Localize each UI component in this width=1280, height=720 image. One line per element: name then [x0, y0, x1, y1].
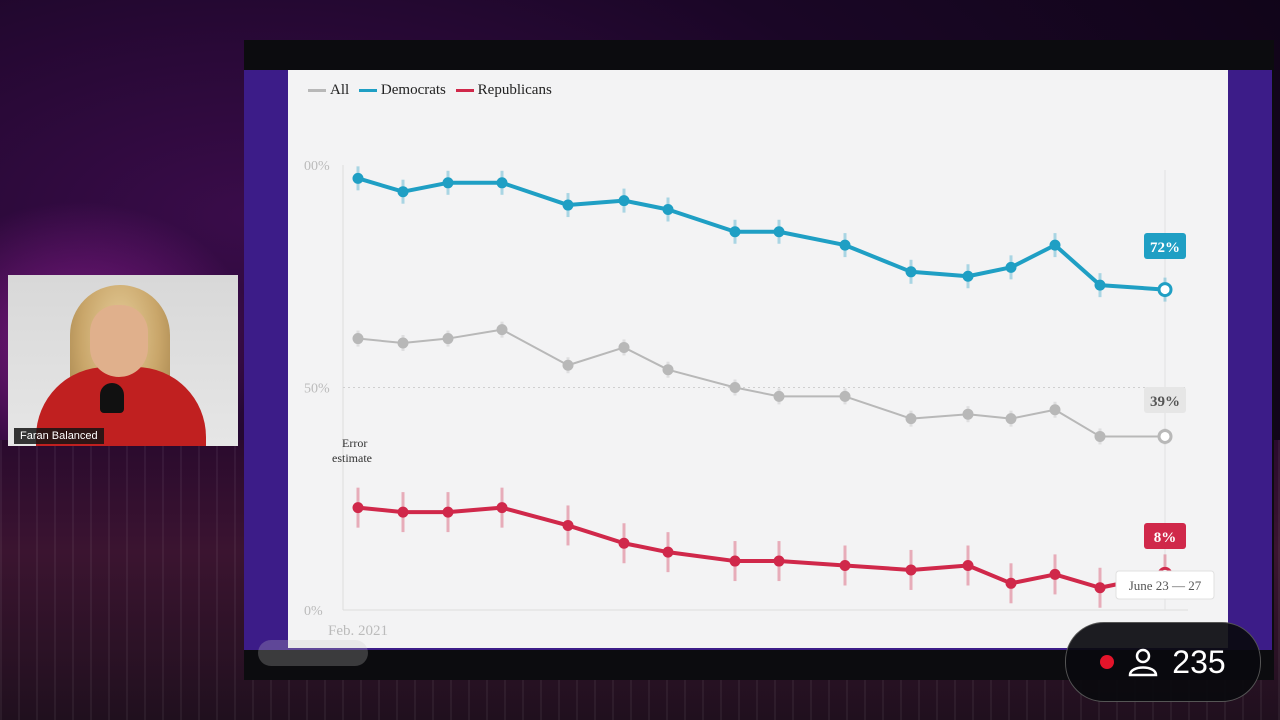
- series-line-republicans: [357, 505, 1166, 590]
- data-point-all: [1005, 413, 1017, 425]
- data-point-republicans: [729, 555, 741, 567]
- data-point-democrats: [562, 199, 574, 211]
- end-label-democrats-box: [1144, 233, 1186, 259]
- data-point-all: [773, 390, 785, 402]
- data-point-all: [905, 413, 917, 425]
- viewer-count-badge: 235: [1065, 622, 1261, 702]
- y-tick-label: 00%: [304, 159, 330, 174]
- legend-item-democrats: Democrats: [358, 82, 446, 99]
- series-line-all: [357, 328, 1165, 438]
- viewer-count: 235: [1172, 643, 1226, 680]
- data-point-republicans: [1005, 577, 1017, 589]
- data-point-republicans: [562, 519, 574, 531]
- data-point-republicans: [352, 502, 364, 514]
- presenter-name-tag: Faran Balanced: [14, 428, 104, 444]
- legend-item-republicans: Republicans: [455, 82, 552, 99]
- data-point-republicans: [618, 537, 630, 549]
- end-label-all-box: [1144, 387, 1186, 413]
- chart-legend: All Democrats Republicans: [308, 82, 558, 99]
- data-point-democrats: [1005, 261, 1017, 273]
- y-tick-label: 0%: [304, 604, 323, 619]
- data-point-all: [397, 337, 409, 349]
- presenter-face: [90, 305, 148, 377]
- data-point-democrats: [962, 270, 974, 282]
- end-label-republicans: 8%: [1154, 530, 1177, 546]
- data-point-democrats: [1094, 279, 1106, 291]
- microphone-icon: [100, 383, 124, 413]
- data-point-democrats: [397, 186, 409, 198]
- data-point-democrats: [1157, 282, 1173, 298]
- user-icon: [1129, 648, 1158, 677]
- end-label-democrats: 72%: [1150, 240, 1180, 256]
- data-point-republicans: [442, 506, 454, 518]
- data-point-republicans: [397, 506, 409, 518]
- data-point-democrats: [1049, 239, 1061, 251]
- data-point-democrats: [773, 226, 785, 238]
- tooltip-box: [1115, 570, 1215, 600]
- data-point-republicans: [496, 502, 508, 514]
- data-point-republicans: [1049, 568, 1061, 580]
- end-label-all: 39%: [1150, 394, 1180, 410]
- data-point-republicans: [662, 546, 674, 558]
- series-line-democrats: [357, 176, 1166, 292]
- data-point-all: [662, 364, 674, 376]
- data-point-democrats: [729, 226, 741, 238]
- data-point-democrats: [496, 177, 508, 189]
- data-point-all: [1049, 404, 1061, 416]
- data-point-all: [562, 359, 574, 371]
- data-point-democrats: [839, 239, 851, 251]
- data-point-all: [496, 324, 508, 336]
- live-dot-icon: [1100, 655, 1115, 669]
- data-point-democrats: [905, 266, 917, 278]
- data-point-democrats: [442, 177, 454, 189]
- legend-item-all: All: [308, 82, 349, 99]
- data-point-republicans: [839, 560, 851, 571]
- data-point-all: [962, 408, 974, 420]
- tooltip-date: June 23 — 27: [1129, 578, 1202, 593]
- error-annotation-line2: estimate: [332, 451, 372, 465]
- data-point-republicans: [1094, 582, 1106, 594]
- chart-slide: All Democrats Republicans 0% 50% 00% Feb. 2…: [288, 70, 1228, 648]
- presenter-webcam: [8, 275, 238, 446]
- data-point-all: [352, 333, 364, 345]
- x-tick-label: Feb. 2021: [328, 623, 388, 639]
- data-point-all: [442, 333, 454, 345]
- data-point-all: [1094, 430, 1106, 442]
- error-annotation-line1: Error: [342, 436, 367, 450]
- data-point-all: [729, 382, 741, 393]
- data-point-democrats: [662, 204, 674, 215]
- data-point-republicans: [962, 560, 974, 571]
- data-point-all: [618, 341, 630, 353]
- data-point-all: [1157, 428, 1173, 444]
- player-controls[interactable]: [258, 640, 368, 666]
- data-point-democrats: [352, 172, 364, 184]
- data-point-all: [839, 390, 851, 402]
- end-label-republicans-box: [1144, 523, 1186, 549]
- data-point-republicans: [773, 555, 785, 567]
- data-point-republicans: [905, 564, 917, 576]
- data-point-democrats: [618, 195, 630, 207]
- y-tick-label: 50%: [304, 382, 330, 397]
